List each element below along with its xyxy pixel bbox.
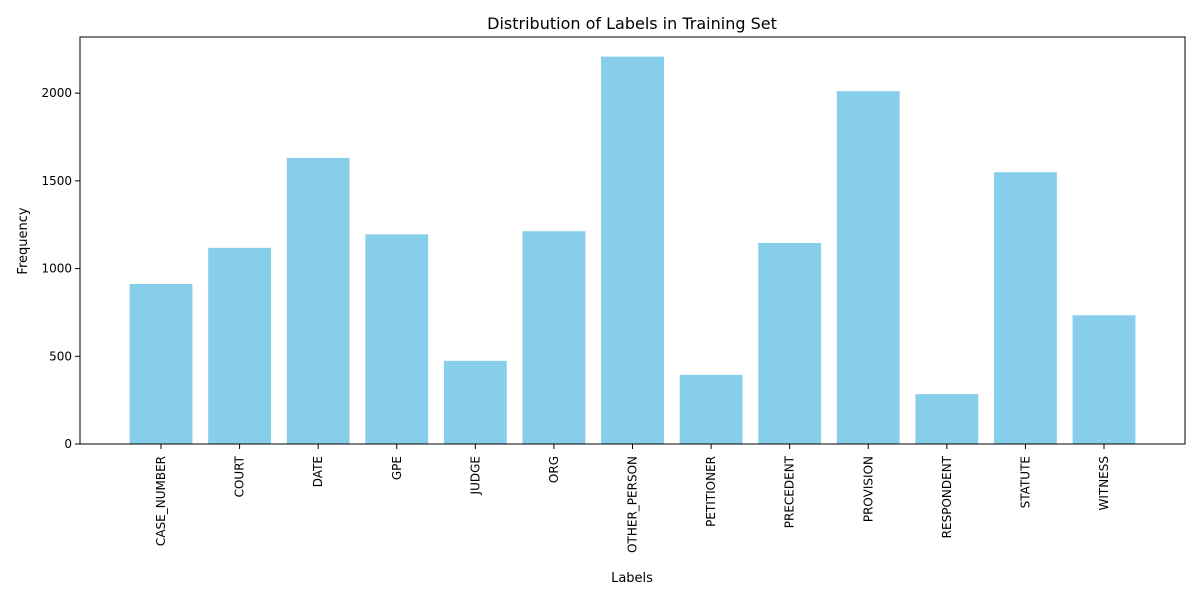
x-tick-label: GPE xyxy=(390,456,404,480)
bar-respondent xyxy=(915,394,979,444)
bar-judge xyxy=(443,360,507,444)
bar-gpe xyxy=(365,234,429,444)
x-axis-ticks: CASE_NUMBER COURT DATE GPE JUDGE ORG OTHER_PER… xyxy=(154,444,1111,553)
x-axis-label: Labels xyxy=(611,571,653,586)
bars-group xyxy=(129,56,1136,444)
y-tick-label: 1000 xyxy=(41,262,72,276)
y-tick-label: 500 xyxy=(49,349,72,363)
plot-area-frame xyxy=(79,36,1186,445)
x-tick-label: PRECEDENT xyxy=(783,455,797,528)
bar-other-person xyxy=(601,56,664,444)
bar-statute xyxy=(993,172,1057,444)
bar-court xyxy=(208,247,272,444)
x-tick-label: COURT xyxy=(233,455,247,497)
bar-precedent xyxy=(758,242,822,444)
x-tick-label: RESPONDENT xyxy=(940,455,954,538)
x-tick-label: OTHER_PERSON xyxy=(626,456,640,553)
x-tick-label: DATE xyxy=(311,456,325,487)
y-axis-label: Frequency xyxy=(16,207,31,274)
y-tick-label: 0 xyxy=(64,437,72,451)
x-tick-label: CASE_NUMBER xyxy=(154,456,168,546)
bar-provision xyxy=(836,91,900,444)
y-tick-label: 1500 xyxy=(41,174,72,188)
chart-title: Distribution of Labels in Training Set xyxy=(487,14,777,33)
y-axis-ticks: 0 500 1000 1500 2000 xyxy=(41,86,80,451)
x-tick-label: WITNESS xyxy=(1097,456,1111,511)
bar-petitioner xyxy=(679,374,743,444)
x-tick-label: JUDGE xyxy=(468,456,482,495)
x-tick-label: ORG xyxy=(547,456,561,483)
bar-date xyxy=(286,157,350,444)
x-tick-label: PETITIONER xyxy=(704,456,718,527)
bar-org xyxy=(522,231,586,444)
x-tick-label: PROVISION xyxy=(861,456,875,522)
x-tick-label: STATUTE xyxy=(1018,456,1032,508)
bar-witness xyxy=(1072,315,1136,444)
y-tick-label: 2000 xyxy=(41,86,72,100)
bar-case-number xyxy=(129,284,193,444)
